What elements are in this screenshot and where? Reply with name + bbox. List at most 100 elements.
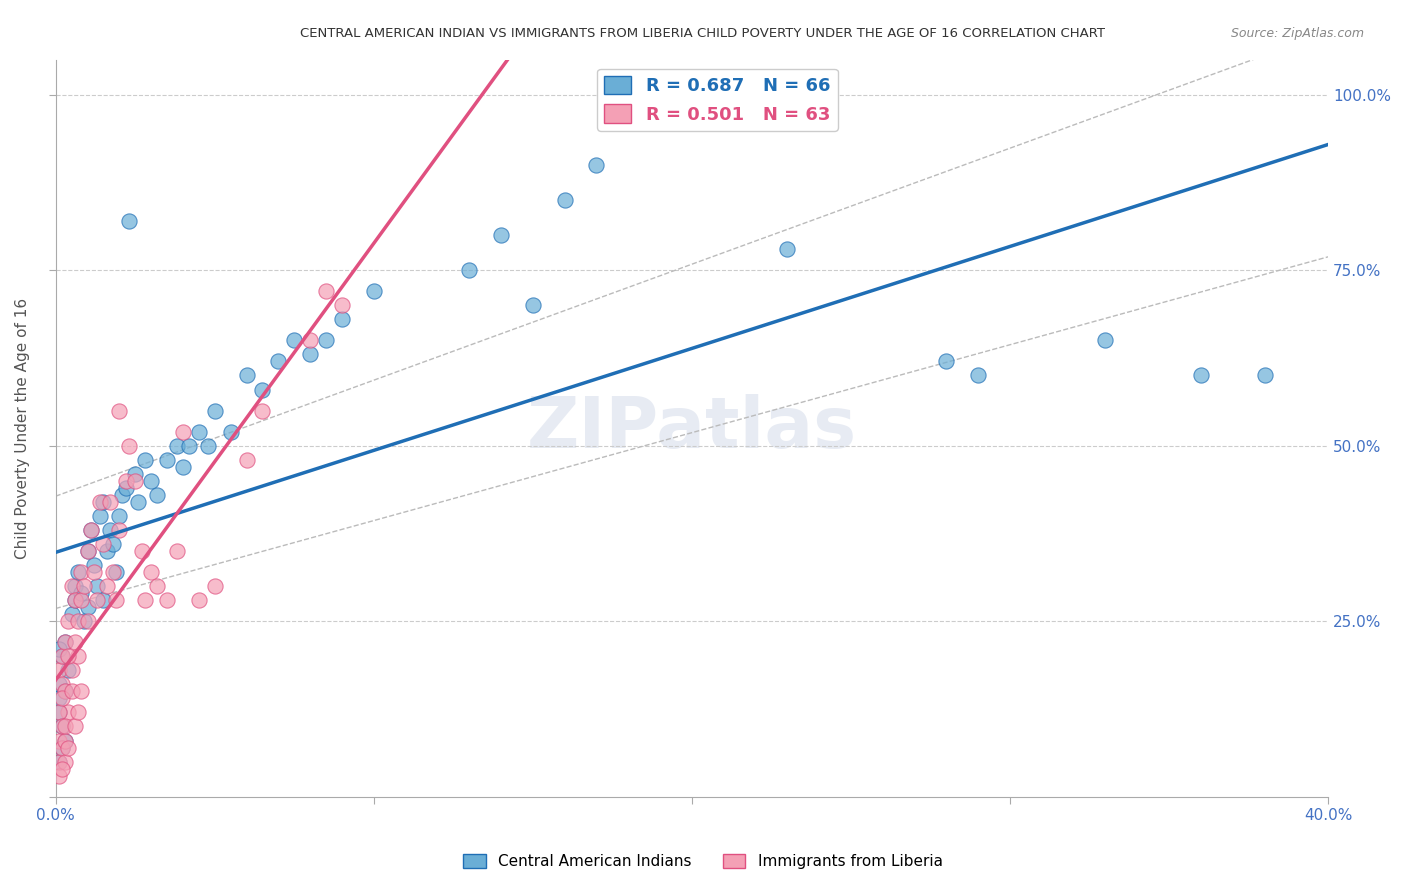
Point	[66, 614, 89, 628]
Point	[134, 452, 156, 467]
Point	[124, 474, 146, 488]
Point	[51, 649, 73, 664]
Point	[187, 425, 209, 439]
Point	[235, 452, 257, 467]
Point	[89, 508, 111, 523]
Text: Source: ZipAtlas.com: Source: ZipAtlas.com	[1230, 27, 1364, 40]
Point	[48, 733, 70, 747]
Point	[63, 635, 86, 649]
Point	[53, 635, 76, 649]
Point	[76, 614, 98, 628]
Point	[60, 579, 83, 593]
Point	[118, 214, 141, 228]
Point	[76, 544, 98, 558]
Legend: R = 0.687   N = 66, R = 0.501   N = 63: R = 0.687 N = 66, R = 0.501 N = 63	[598, 69, 838, 131]
Point	[172, 459, 194, 474]
Point	[66, 706, 89, 720]
Point	[53, 684, 76, 698]
Point	[70, 684, 93, 698]
Point	[330, 298, 353, 312]
Point	[60, 607, 83, 622]
Point	[554, 193, 576, 207]
Point	[58, 740, 80, 755]
Point	[330, 312, 353, 326]
Point	[51, 691, 73, 706]
Point	[93, 537, 115, 551]
Point	[76, 600, 98, 615]
Point	[204, 403, 226, 417]
Point	[146, 488, 169, 502]
Point	[63, 593, 86, 607]
Point	[53, 684, 76, 698]
Point	[235, 368, 257, 383]
Point	[139, 565, 162, 579]
Point	[489, 228, 512, 243]
Point	[111, 488, 134, 502]
Point	[114, 481, 136, 495]
Point	[53, 635, 76, 649]
Point	[63, 593, 86, 607]
Point	[315, 334, 337, 348]
Point	[73, 579, 96, 593]
Point	[315, 285, 337, 299]
Point	[53, 733, 76, 747]
Point	[108, 403, 131, 417]
Point	[79, 523, 101, 537]
Point	[101, 537, 124, 551]
Point	[108, 523, 131, 537]
Point	[267, 354, 290, 368]
Point	[58, 614, 80, 628]
Point	[172, 425, 194, 439]
Point	[252, 403, 274, 417]
Point	[63, 719, 86, 733]
Point	[48, 769, 70, 783]
Point	[776, 242, 799, 256]
Point	[93, 495, 115, 509]
Point	[51, 677, 73, 691]
Point	[114, 474, 136, 488]
Point	[48, 677, 70, 691]
Point	[101, 565, 124, 579]
Point	[76, 544, 98, 558]
Point	[73, 614, 96, 628]
Point	[58, 649, 80, 664]
Point	[363, 285, 385, 299]
Point	[197, 439, 219, 453]
Point	[108, 508, 131, 523]
Point	[96, 544, 118, 558]
Point	[134, 593, 156, 607]
Point	[166, 544, 188, 558]
Point	[179, 439, 201, 453]
Point	[79, 523, 101, 537]
Point	[187, 593, 209, 607]
Point	[48, 642, 70, 657]
Point	[48, 706, 70, 720]
Point	[1094, 334, 1116, 348]
Point	[127, 495, 149, 509]
Point	[86, 579, 108, 593]
Point	[48, 663, 70, 677]
Point	[70, 565, 93, 579]
Point	[60, 663, 83, 677]
Point	[118, 439, 141, 453]
Point	[51, 719, 73, 733]
Point	[98, 523, 121, 537]
Point	[63, 579, 86, 593]
Point	[51, 719, 73, 733]
Point	[96, 579, 118, 593]
Point	[299, 347, 322, 361]
Point	[93, 593, 115, 607]
Point	[83, 558, 105, 572]
Point	[156, 593, 179, 607]
Point	[105, 565, 128, 579]
Y-axis label: Child Poverty Under the Age of 16: Child Poverty Under the Age of 16	[15, 298, 30, 558]
Point	[51, 649, 73, 664]
Point	[53, 719, 76, 733]
Point	[585, 158, 607, 172]
Point	[146, 579, 169, 593]
Point	[66, 565, 89, 579]
Point	[58, 663, 80, 677]
Point	[70, 586, 93, 600]
Text: CENTRAL AMERICAN INDIAN VS IMMIGRANTS FROM LIBERIA CHILD POVERTY UNDER THE AGE O: CENTRAL AMERICAN INDIAN VS IMMIGRANTS FR…	[301, 27, 1105, 40]
Point	[51, 740, 73, 755]
